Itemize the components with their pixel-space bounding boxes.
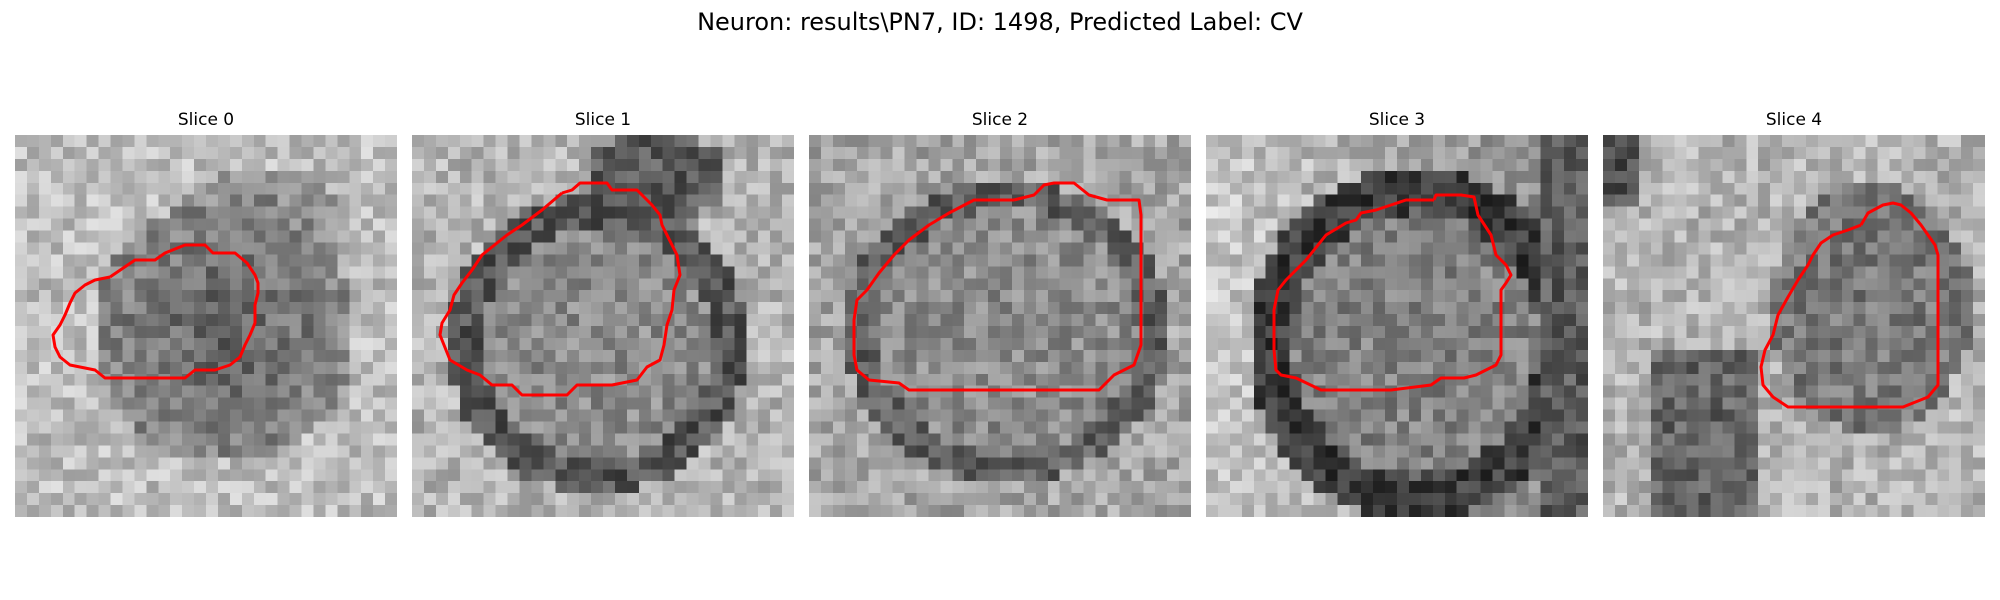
slice-4-grayscale-image — [1603, 135, 1985, 517]
slice-0-contour-overlay — [51, 243, 260, 380]
slice-1-image — [412, 135, 794, 517]
slice-3-contour — [1272, 193, 1513, 392]
slice-3-contour-overlay — [1272, 193, 1513, 392]
slice-1-grayscale-image — [412, 135, 794, 517]
figure-title: Neuron: results\PN7, ID: 1498, Predicted… — [697, 8, 1303, 36]
slice-1-contour-overlay — [438, 181, 682, 397]
slice-2-image — [809, 135, 1191, 517]
slice-0-contour — [51, 243, 260, 380]
slice-4-title: Slice 4 — [1765, 110, 1823, 130]
slice-4-contour — [1759, 201, 1940, 409]
slice-4-image — [1603, 135, 1985, 517]
slice-1-title: Slice 1 — [574, 110, 632, 130]
slice-1-contour — [438, 181, 682, 397]
slice-2-title: Slice 2 — [971, 110, 1029, 130]
slice-3-grayscale-image — [1206, 135, 1588, 517]
slice-0-title: Slice 0 — [177, 110, 235, 130]
slice-0-grayscale-image — [15, 135, 397, 517]
slice-0-image — [15, 135, 397, 517]
slice-2-contour-overlay — [852, 181, 1143, 392]
slice-3-image — [1206, 135, 1588, 517]
slice-2-contour — [852, 181, 1143, 392]
slice-3-title: Slice 3 — [1368, 110, 1426, 130]
slice-4-contour-overlay — [1759, 201, 1940, 409]
